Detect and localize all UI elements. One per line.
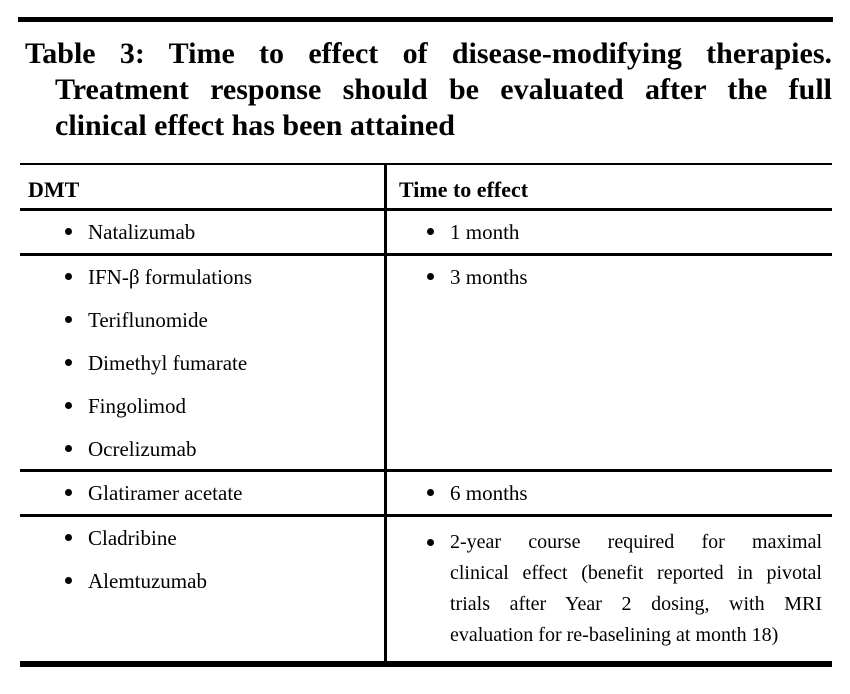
caption-line-3: clinical effect has been attained	[55, 109, 455, 142]
dmt-cell: Glatiramer acetate	[20, 472, 387, 515]
bullet-icon	[65, 316, 72, 323]
dmt-name: IFN-β formulations	[88, 265, 253, 289]
table-row-cladribine-alemtuzumab: Cladribine Alemtuzumab 2-year course req…	[20, 517, 832, 661]
caption-line-2: Treatment response should be evaluated a…	[55, 73, 832, 106]
table-row-natalizumab: Natalizumab 1 month	[20, 211, 832, 256]
note-line-2: clinical effect (benefit reported in piv…	[450, 562, 822, 584]
list-item: Teriflunomide	[65, 299, 384, 342]
dmt-name: Ocrelizumab	[88, 437, 197, 461]
top-rule	[18, 17, 833, 22]
bullet-icon	[65, 402, 72, 409]
dmt-name: Alemtuzumab	[88, 569, 207, 593]
dmt-name: Dimethyl fumarate	[88, 351, 248, 375]
list-item: Cladribine	[65, 517, 384, 560]
note-line-1: 2-year course required for maximal	[450, 531, 822, 553]
time-cell: 3 months	[387, 256, 832, 471]
dmt-name: Teriflunomide	[88, 308, 208, 332]
time-value: 6 months	[450, 481, 528, 505]
time-note: 2-year course required for maximal clini…	[427, 517, 832, 651]
list-item: Fingolimod	[65, 385, 384, 428]
time-value: 1 month	[450, 220, 520, 244]
time-note-text: 2-year course required for maximal clini…	[450, 527, 822, 651]
list-item: Natalizumab	[65, 211, 384, 254]
dmt-name: Glatiramer acetate	[88, 481, 243, 505]
caption-line-1: Table 3: Time to effect of disease-modif…	[25, 37, 832, 70]
dmt-table: DMT Time to effect Natalizumab 1 month	[20, 163, 832, 667]
bullet-icon	[427, 539, 434, 546]
time-cell: 1 month	[387, 211, 832, 254]
list-item: Dimethyl fumarate	[65, 342, 384, 385]
column-header-dmt: DMT	[20, 165, 387, 208]
list-item: Glatiramer acetate	[65, 472, 384, 515]
dmt-name: Cladribine	[88, 526, 177, 550]
note-line-4: evaluation for re-baselining at month 18…	[450, 624, 779, 646]
bullet-icon	[65, 489, 72, 496]
bullet-icon	[427, 273, 434, 280]
list-item: Ocrelizumab	[65, 428, 384, 471]
time-value: 3 months	[450, 265, 528, 289]
time-cell: 6 months	[387, 472, 832, 515]
column-header-time-to-effect: Time to effect	[399, 176, 529, 202]
table-header-row: DMT Time to effect	[20, 165, 832, 211]
list-item: Alemtuzumab	[65, 560, 384, 603]
bullet-icon	[427, 489, 434, 496]
table-caption: Table 3: Time to effect of disease-modif…	[25, 36, 832, 144]
bullet-icon	[65, 445, 72, 452]
bullet-icon	[65, 359, 72, 366]
bullet-icon	[427, 228, 434, 235]
bullet-icon	[65, 273, 72, 280]
bullet-icon	[65, 577, 72, 584]
list-item: IFN-β formulations	[65, 256, 384, 299]
bullet-icon	[65, 228, 72, 235]
list-item: 1 month	[427, 211, 832, 254]
list-item: 3 months	[427, 256, 832, 299]
dmt-cell: Natalizumab	[20, 211, 387, 254]
note-line-3: trials after Year 2 dosing, with MRI	[450, 593, 822, 615]
bullet-icon	[65, 534, 72, 541]
dmt-cell: Cladribine Alemtuzumab	[20, 517, 387, 661]
table-row-3-months-group: IFN-β formulations Teriflunomide Dimethy…	[20, 256, 832, 472]
dmt-name: Fingolimod	[88, 394, 187, 418]
dmt-name: Natalizumab	[88, 220, 196, 244]
table-row-glatiramer: Glatiramer acetate 6 months	[20, 472, 832, 517]
time-cell: 2-year course required for maximal clini…	[387, 517, 832, 661]
list-item: 6 months	[427, 472, 832, 515]
dmt-cell: IFN-β formulations Teriflunomide Dimethy…	[20, 256, 387, 471]
